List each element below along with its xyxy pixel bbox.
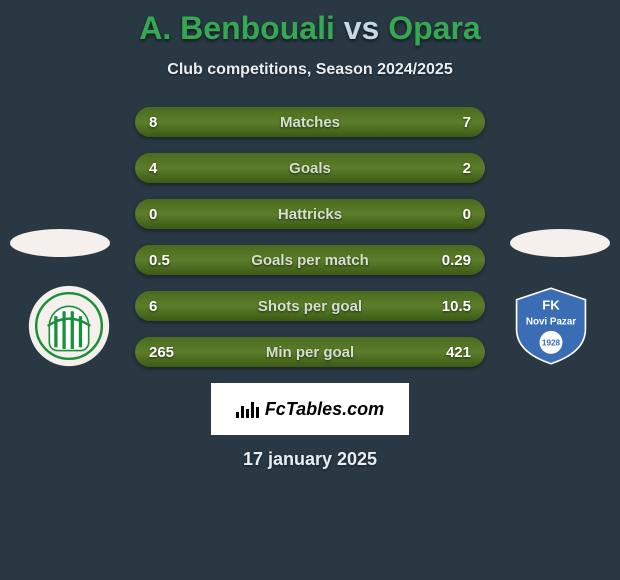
stat-row: 0.5 Goals per match 0.29 <box>135 245 485 275</box>
stat-right-value: 10.5 <box>442 298 471 315</box>
stat-right-value: 421 <box>446 344 471 361</box>
subtitle: Club competitions, Season 2024/2025 <box>0 61 620 79</box>
branding-bars-icon <box>236 400 259 418</box>
stat-label: Hattricks <box>278 206 342 223</box>
player1-club-badge <box>28 285 110 367</box>
stat-row: 0 Hattricks 0 <box>135 199 485 229</box>
stat-row: 8 Matches 7 <box>135 107 485 137</box>
stat-row: 265 Min per goal 421 <box>135 337 485 367</box>
stat-row: 4 Goals 2 <box>135 153 485 183</box>
stat-left-value: 6 <box>149 298 157 315</box>
stat-left-value: 0 <box>149 206 157 223</box>
stat-label: Shots per goal <box>258 298 362 315</box>
stat-right-value: 2 <box>463 160 471 177</box>
comparison-content: FK Novi Pazar 1928 8 Matches 7 4 Goals 2 0 Hatt… <box>0 107 620 367</box>
player1-name: A. Benbouali <box>139 10 335 46</box>
stat-left-value: 265 <box>149 344 174 361</box>
stat-right-value: 0.29 <box>442 252 471 269</box>
stat-label: Goals <box>289 160 331 177</box>
stat-label: Min per goal <box>266 344 354 361</box>
date-label: 17 january 2025 <box>0 449 620 470</box>
player2-club-badge: FK Novi Pazar 1928 <box>510 285 592 367</box>
stat-row: 6 Shots per goal 10.5 <box>135 291 485 321</box>
stat-left-value: 4 <box>149 160 157 177</box>
player2-photo-placeholder <box>510 229 610 257</box>
vs-label: vs <box>344 10 380 46</box>
branding-text: FcTables.com <box>265 399 384 420</box>
stat-rows: 8 Matches 7 4 Goals 2 0 Hattricks 0 0.5 Goals per … <box>135 107 485 367</box>
stat-label: Matches <box>280 114 340 131</box>
player2-name: Opara <box>388 10 480 46</box>
badge-novipazar: Novi Pazar <box>526 316 576 327</box>
badge-fk: FK <box>542 298 560 313</box>
player1-photo-placeholder <box>10 229 110 257</box>
stat-right-value: 7 <box>463 114 471 131</box>
badge-year: 1928 <box>542 339 561 348</box>
stat-label: Goals per match <box>251 252 369 269</box>
stat-left-value: 0.5 <box>149 252 170 269</box>
comparison-title: A. Benbouali vs Opara <box>0 0 620 47</box>
branding-box: FcTables.com <box>211 383 409 435</box>
stat-left-value: 8 <box>149 114 157 131</box>
stat-right-value: 0 <box>463 206 471 223</box>
